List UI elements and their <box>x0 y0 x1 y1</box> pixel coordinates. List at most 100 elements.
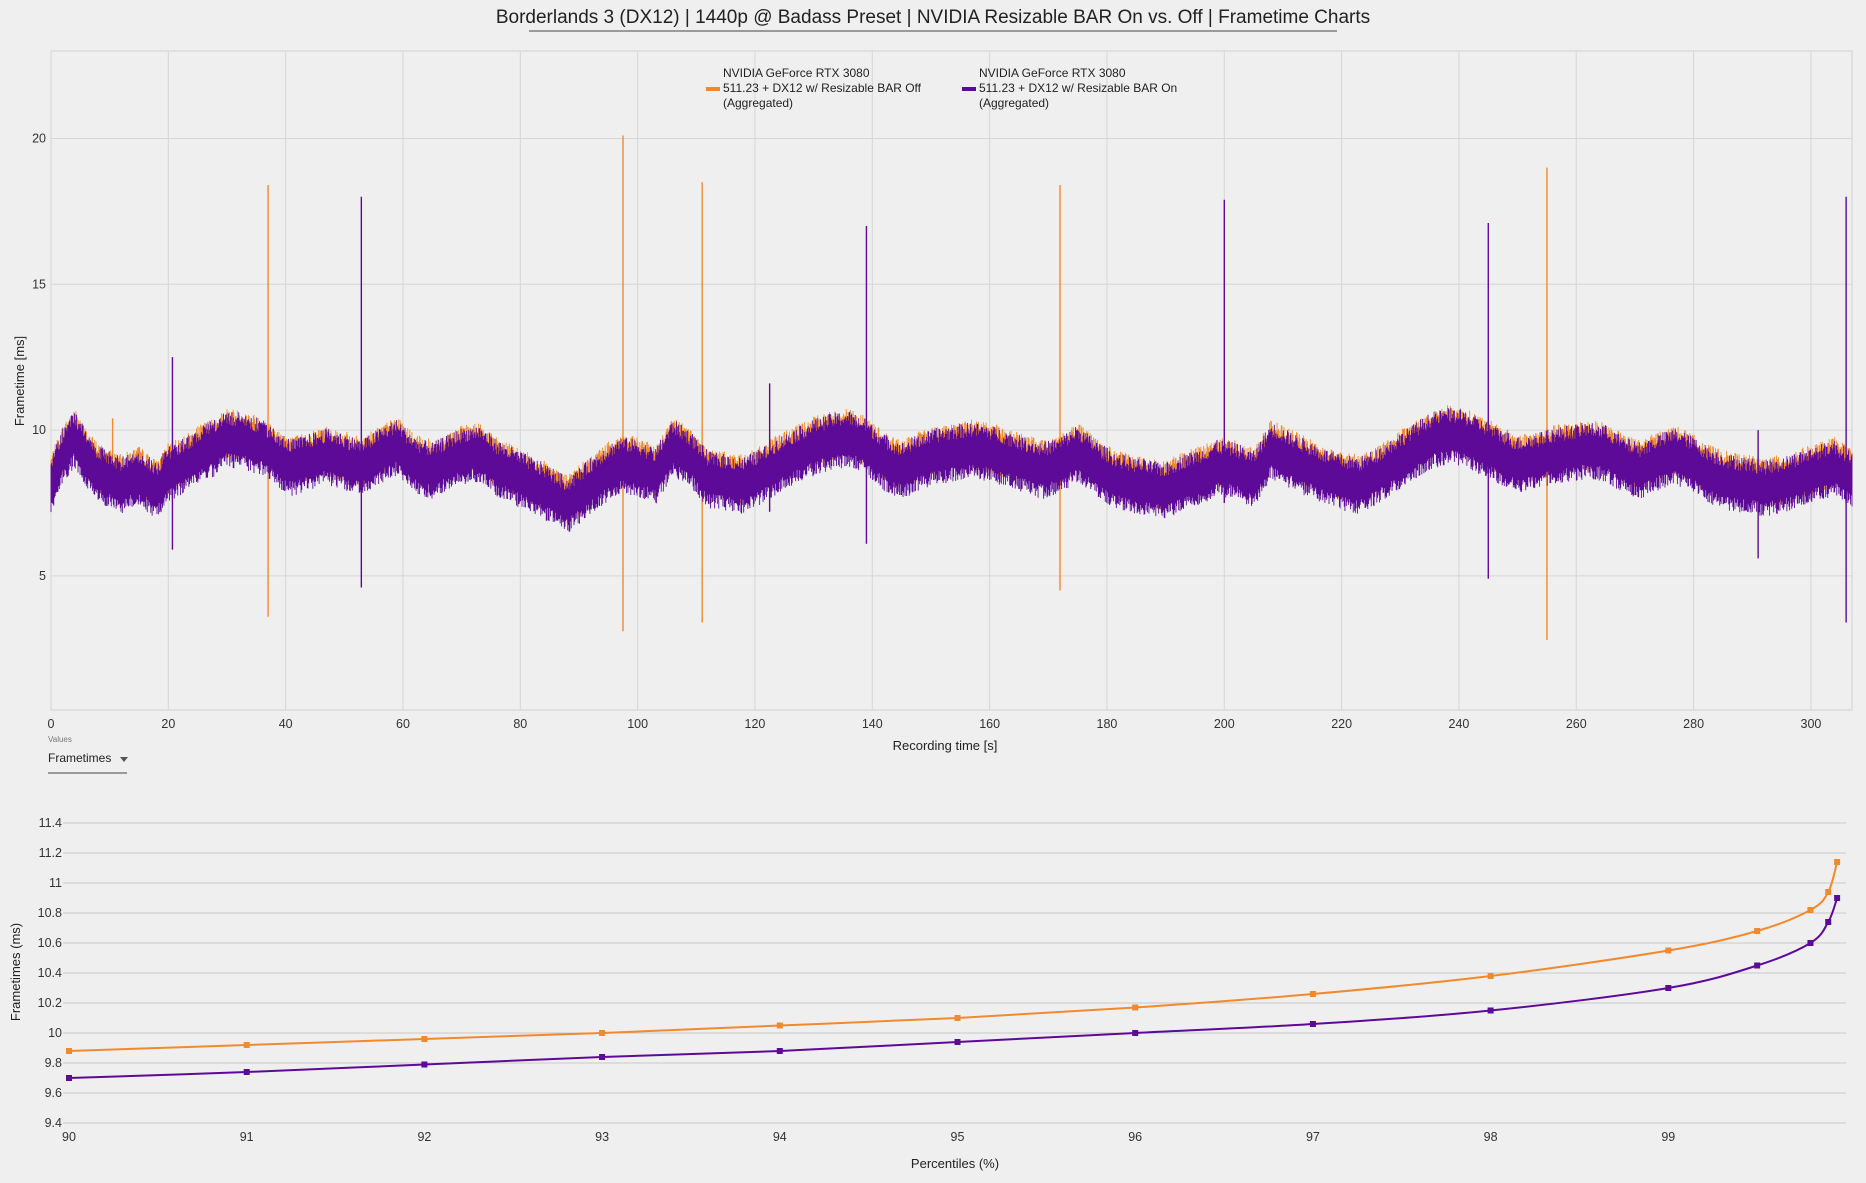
top-x-tick-label: 280 <box>1683 717 1704 731</box>
percentile-y-tick-label: 9.8 <box>45 1056 62 1070</box>
percentile-y-tick-label: 10.2 <box>38 996 62 1010</box>
percentile-x-tick-label: 99 <box>1661 1130 1675 1144</box>
percentile-y-tick-label: 9.4 <box>45 1116 62 1130</box>
percentile-chart-x-label: Percentiles (%) <box>911 1156 999 1171</box>
percentile-point-bar-on[interactable] <box>66 1075 72 1081</box>
legend-entry-bar-on[interactable]: NVIDIA GeForce RTX 3080 511.23 + DX12 w/… <box>962 66 1177 110</box>
top-x-tick-label: 240 <box>1449 717 1470 731</box>
percentile-y-tick-label: 11.2 <box>39 846 62 860</box>
top-x-tick-label: 120 <box>745 717 766 731</box>
percentile-point-bar-on[interactable] <box>1754 962 1761 969</box>
top-chart-grid <box>50 51 1852 710</box>
top-x-tick-label: 20 <box>161 717 175 731</box>
percentile-y-tick-label: 11 <box>49 876 62 890</box>
percentile-y-tick-label: 10.8 <box>38 906 62 920</box>
percentile-point-bar-on[interactable] <box>1309 1021 1316 1027</box>
percentile-point-bar-off[interactable] <box>1807 907 1814 913</box>
top-y-tick-label: 5 <box>39 569 46 583</box>
percentile-point-bar-off[interactable] <box>1825 889 1832 895</box>
percentile-point-bar-off[interactable] <box>243 1042 250 1048</box>
legend-bar-on-line2: 511.23 + DX12 w/ Resizable BAR On <box>979 81 1177 95</box>
legend: NVIDIA GeForce RTX 3080 511.23 + DX12 w/… <box>706 66 1177 110</box>
top-x-tick-label: 300 <box>1801 717 1822 731</box>
top-x-tick-label: 0 <box>48 717 55 731</box>
percentile-chart-x-ticks: 90 91 92 93 94 95 96 97 98 99 <box>62 1130 1675 1144</box>
percentile-x-tick-label: 92 <box>417 1130 431 1144</box>
top-chart-y-label: Frametime [ms] <box>12 336 27 426</box>
top-x-tick-label: 60 <box>396 717 410 731</box>
percentile-x-tick-label: 97 <box>1306 1130 1320 1144</box>
top-y-tick-label: 10 <box>32 423 46 437</box>
percentile-point-bar-off[interactable] <box>1487 973 1494 979</box>
legend-bar-on-line1: NVIDIA GeForce RTX 3080 <box>979 66 1126 80</box>
top-y-tick-label: 20 <box>32 131 46 145</box>
percentile-x-tick-label: 96 <box>1128 1130 1142 1144</box>
top-x-tick-label: 80 <box>513 717 527 731</box>
legend-bar-on-line3: (Aggregated) <box>979 96 1049 110</box>
series-band-bar-on <box>50 407 1853 532</box>
top-x-tick-label: 180 <box>1097 717 1118 731</box>
percentile-y-tick-label: 11.4 <box>39 816 62 830</box>
percentile-chart-series <box>66 859 1841 1081</box>
percentile-line-bar-off <box>68 861 1839 1052</box>
percentile-point-bar-on[interactable] <box>1132 1030 1139 1036</box>
percentile-chart-grid <box>63 822 1846 1124</box>
percentile-point-bar-on[interactable] <box>1834 895 1841 901</box>
percentile-line-bar-on <box>68 897 1839 1079</box>
chart-title: Borderlands 3 (DX12) | 1440p @ Badass Pr… <box>496 7 1370 28</box>
values-dropdown[interactable]: Frametimes <box>48 751 128 774</box>
percentile-point-bar-on[interactable] <box>243 1069 250 1075</box>
percentile-point-bar-on[interactable] <box>1825 919 1832 925</box>
top-x-tick-label: 100 <box>627 717 648 731</box>
top-x-tick-label: 160 <box>979 717 1000 731</box>
legend-bar-off-line2: 511.23 + DX12 w/ Resizable BAR Off <box>723 81 922 95</box>
percentile-point-bar-on[interactable] <box>1807 940 1814 946</box>
percentile-y-tick-label: 10.4 <box>38 966 62 980</box>
percentile-point-bar-on[interactable] <box>1665 985 1672 991</box>
percentile-point-bar-off[interactable] <box>776 1022 783 1029</box>
top-chart-x-ticks: 0 20 40 60 80 100 120 140 160 180 200 220 240 260 280 3… <box>48 717 1822 731</box>
percentile-point-bar-on[interactable] <box>776 1048 783 1054</box>
frametime-plot-area <box>50 50 1853 711</box>
values-dropdown-value: Frametimes <box>48 751 111 765</box>
percentile-point-bar-off[interactable] <box>599 1030 606 1036</box>
top-x-tick-label: 260 <box>1566 717 1587 731</box>
percentile-x-tick-label: 98 <box>1484 1130 1498 1144</box>
percentile-point-bar-off[interactable] <box>1834 859 1841 865</box>
legend-swatch-bar-on <box>962 87 976 91</box>
legend-bar-off-line3: (Aggregated) <box>723 96 793 110</box>
top-x-tick-label: 220 <box>1331 717 1352 731</box>
top-x-tick-label: 200 <box>1214 717 1235 731</box>
percentile-point-bar-off[interactable] <box>421 1036 428 1042</box>
percentile-point-bar-off[interactable] <box>1665 947 1672 954</box>
top-chart-x-label: Recording time [s] <box>893 738 998 753</box>
caret-down-icon <box>120 757 128 762</box>
legend-swatch-bar-off <box>706 87 720 91</box>
percentile-x-tick-label: 95 <box>951 1130 965 1144</box>
percentile-point-bar-on[interactable] <box>599 1054 606 1060</box>
percentile-point-bar-off[interactable] <box>954 1015 961 1021</box>
percentile-point-bar-off[interactable] <box>66 1048 72 1054</box>
top-x-tick-label: 40 <box>279 717 293 731</box>
top-chart-series <box>50 135 1853 641</box>
percentile-y-tick-label: 10.6 <box>38 936 62 950</box>
top-x-tick-label: 140 <box>862 717 883 731</box>
legend-entry-bar-off[interactable]: NVIDIA GeForce RTX 3080 511.23 + DX12 w/… <box>706 66 922 110</box>
percentile-x-tick-label: 90 <box>62 1130 76 1144</box>
percentile-point-bar-off[interactable] <box>1309 991 1316 997</box>
percentile-x-tick-label: 91 <box>240 1130 254 1144</box>
percentile-x-tick-label: 94 <box>773 1130 787 1144</box>
percentile-point-bar-on[interactable] <box>421 1061 428 1068</box>
values-label: Values <box>48 735 72 744</box>
top-y-tick-label: 15 <box>32 277 46 291</box>
percentile-point-bar-off[interactable] <box>1132 1004 1139 1011</box>
percentile-x-tick-label: 93 <box>595 1130 609 1144</box>
percentile-point-bar-off[interactable] <box>1754 928 1761 934</box>
top-chart-y-ticks: 5 10 15 20 <box>32 131 46 582</box>
percentile-y-tick-label: 9.6 <box>45 1086 62 1100</box>
percentile-point-bar-on[interactable] <box>1487 1007 1494 1014</box>
percentile-point-bar-on[interactable] <box>954 1039 961 1045</box>
percentile-y-tick-label: 10 <box>48 1026 62 1040</box>
